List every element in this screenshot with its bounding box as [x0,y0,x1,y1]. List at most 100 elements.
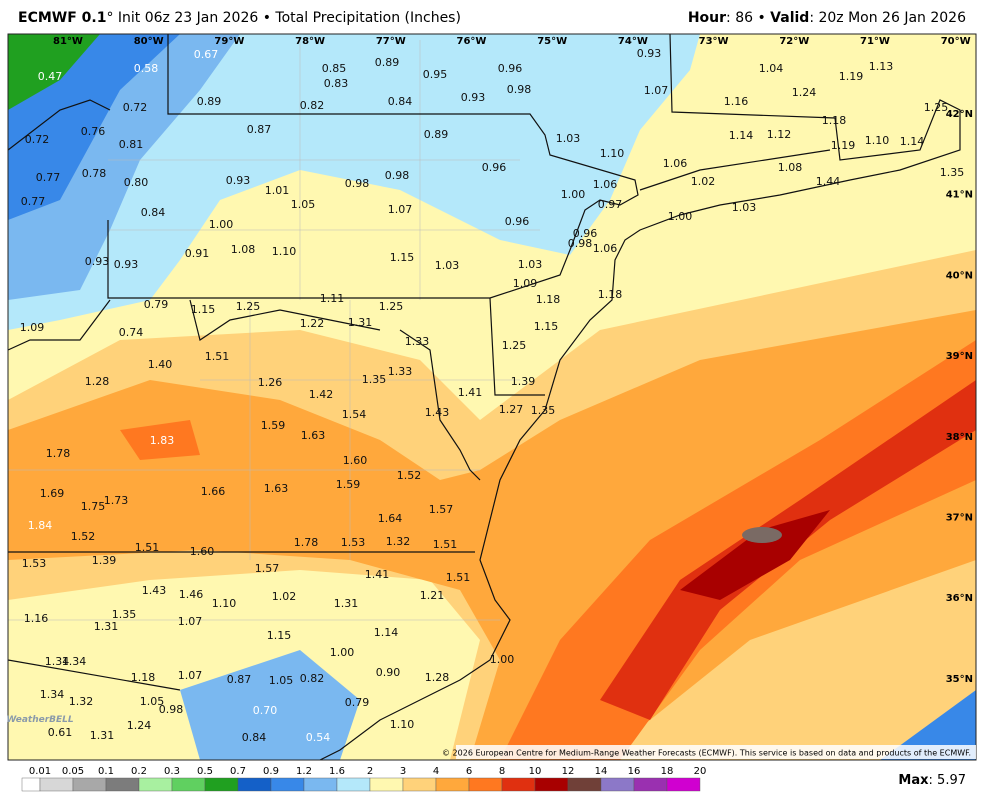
latitude-label: 41°N [946,190,973,201]
station-value: 0.97 [598,198,623,211]
station-value: 0.98 [568,237,593,250]
station-value: 1.14 [374,626,399,639]
colorbar-label: 20 [694,766,707,777]
longitude-label: 78°W [295,36,325,47]
station-value: 1.15 [390,251,415,264]
station-value: 1.03 [556,132,581,145]
station-value: 1.35 [362,373,387,386]
station-value: 0.47 [38,70,63,83]
longitude-label: 80°W [134,36,164,47]
station-value: 1.42 [309,388,334,401]
station-value: 0.98 [385,169,410,182]
colorbar-swatch [39,777,74,792]
longitude-label: 75°W [537,36,567,47]
valid-info: Hour: 86 • Valid: 20z Mon 26 Jan 2026 [688,10,966,26]
station-value: 1.03 [518,258,543,271]
latitude-label: 37°N [946,513,973,524]
longitude-label: 71°W [860,36,890,47]
station-value: 1.05 [140,695,165,708]
max-label: Max [898,773,929,788]
latitude-label: 35°N [946,674,973,685]
station-value: 1.44 [816,175,841,188]
title: ECMWF 0.1° Init 06z 23 Jan 2026 • Total … [18,10,461,26]
station-value: 1.41 [365,568,390,581]
station-value: 1.51 [135,541,160,554]
station-value: 1.57 [255,562,280,575]
valid-label: Valid [770,10,809,26]
colorbar-label: 18 [661,766,674,777]
colorbar-label: 12 [562,766,575,777]
station-value: 1.25 [236,300,261,313]
station-value: 0.91 [185,247,210,260]
station-value: 1.51 [433,538,458,551]
station-value: 1.24 [792,86,817,99]
station-value: 1.43 [142,584,167,597]
station-value: 1.57 [429,503,454,516]
station-value: 1.05 [269,674,294,687]
station-value: 0.82 [300,99,325,112]
hour-label: Hour [688,10,726,26]
max-info: Max: 5.97 [898,773,966,788]
station-value: 1.33 [388,365,413,378]
colorbar-swatch [501,777,536,792]
station-value: 1.75 [81,500,106,513]
station-value: 1.00 [668,210,693,223]
station-value: 0.96 [505,215,530,228]
station-value: 1.00 [561,188,586,201]
station-value: 1.15 [191,303,216,316]
station-value: 0.84 [242,731,267,744]
station-value: 0.93 [461,91,486,104]
station-value: 1.02 [691,175,716,188]
station-value: 1.07 [644,84,669,97]
station-value: 0.80 [124,176,149,189]
station-value: 0.87 [247,123,272,136]
colorbar-swatch [534,777,569,792]
colorbar-swatch [237,777,272,792]
colorbar-label: 0.1 [98,766,114,777]
station-value: 1.08 [778,161,803,174]
colorbar: 0.01 0.05 0.1 0.2 0.3 0.5 0.7 0.9 1.2 1.6 2 3 4 6 8 10 1… [21,766,707,792]
station-value: 0.79 [144,298,169,311]
station-value: 1.59 [261,419,286,432]
station-value: 0.95 [423,68,448,81]
station-value: 1.21 [420,589,445,602]
colorbar-swatch [666,777,701,792]
latitude-label: 38°N [946,432,973,443]
latitude-label: 36°N [946,593,973,604]
colorbar-label: 2 [367,766,373,777]
latitude-label: 39°N [946,351,973,362]
station-value: 0.98 [345,177,370,190]
colorbar-label: 0.7 [230,766,246,777]
station-value: 1.28 [85,375,110,388]
precip-field [8,34,976,760]
colorbar-swatch [138,777,173,792]
station-value: 0.77 [36,171,61,184]
station-value: 1.53 [22,557,47,570]
station-value: 1.25 [379,300,404,313]
colorbar-label: 0.05 [62,766,84,777]
colorbar-swatch [435,777,470,792]
station-value: 1.11 [320,292,345,305]
station-value: 0.98 [507,83,532,96]
colorbar-label: 8 [499,766,505,777]
station-value: 0.61 [48,726,73,739]
colorbar-label: 10 [529,766,542,777]
station-value: 1.09 [20,321,45,334]
longitude-label: 72°W [779,36,809,47]
station-value: 1.05 [291,198,316,211]
station-value: 0.93 [114,258,139,271]
colorbar-label: 14 [595,766,608,777]
station-value: 0.93 [85,255,110,268]
station-value: 0.81 [119,138,144,151]
station-value: 1.07 [388,203,413,216]
station-value: 1.16 [24,612,49,625]
station-value: 1.03 [435,259,460,272]
station-value: 1.18 [822,114,847,127]
colorbar-swatch [369,777,404,792]
station-value: 1.18 [131,671,156,684]
station-value: 1.52 [71,530,96,543]
station-value: 1.15 [534,320,559,333]
station-value: 1.04 [759,62,784,75]
colorbar-swatch [204,777,239,792]
